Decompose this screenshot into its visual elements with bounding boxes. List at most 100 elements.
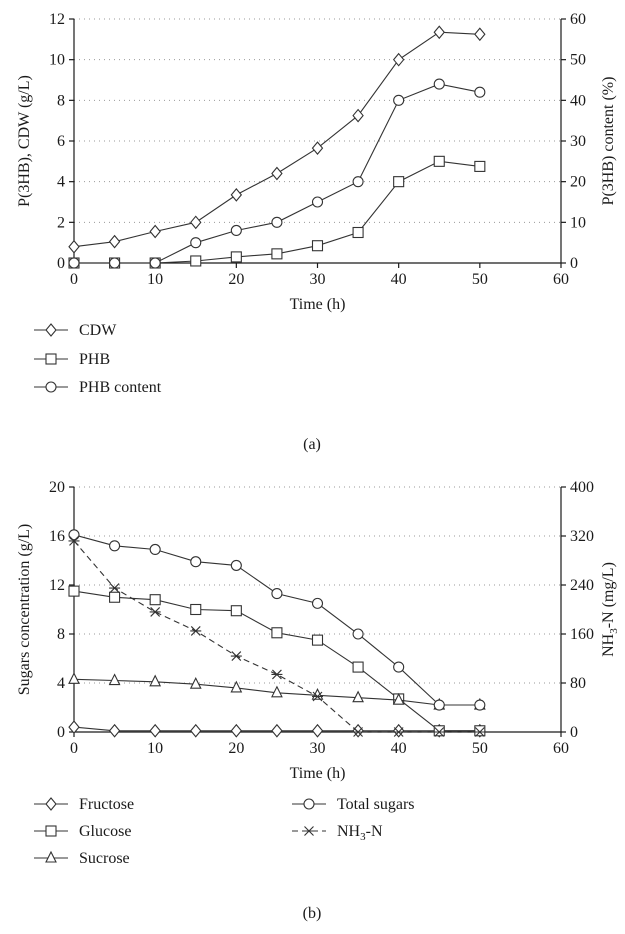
x-tick-label: 50	[472, 271, 488, 288]
data-point	[433, 155, 445, 167]
data-point	[312, 691, 323, 702]
legend-label: PHB content	[79, 379, 162, 396]
data-point	[109, 540, 121, 552]
y2-tick-label: 400	[570, 479, 594, 496]
x-tick-label: 10	[147, 740, 163, 757]
data-point	[190, 723, 202, 738]
data-point	[433, 725, 445, 737]
data-point	[230, 224, 242, 237]
legend-label: Sucrose	[79, 850, 130, 867]
x-axis-title: Time (h)	[290, 765, 346, 782]
series-line	[73, 540, 480, 733]
data-point	[474, 160, 486, 172]
data-point	[190, 603, 202, 616]
legend-label: CDW	[79, 322, 117, 339]
data-point	[271, 166, 283, 181]
legend-item	[34, 850, 68, 863]
data-point	[474, 86, 486, 98]
data-point	[190, 237, 202, 249]
legend-item	[34, 825, 68, 837]
data-point	[109, 583, 121, 593]
x-tick-label: 20	[228, 271, 244, 288]
data-point	[271, 669, 283, 680]
y-tick-label: 6	[57, 133, 65, 150]
data-point	[68, 672, 80, 684]
data-point	[311, 723, 324, 738]
legend-item	[34, 353, 68, 365]
x-tick-label: 20	[228, 740, 244, 757]
data-point	[311, 240, 324, 252]
x-tick-label: 30	[310, 740, 326, 757]
data-point	[149, 543, 161, 556]
y2-tick-label: 80	[570, 675, 586, 692]
y-tick-label: 4	[57, 174, 65, 191]
data-point	[149, 257, 161, 269]
data-point	[68, 257, 80, 269]
data-point	[433, 727, 445, 737]
data-point	[149, 224, 161, 239]
data-point	[271, 216, 283, 228]
series-2	[68, 78, 486, 269]
data-point	[230, 559, 242, 571]
data-point	[271, 248, 283, 260]
data-point	[393, 661, 405, 673]
y-tick-label: 8	[57, 92, 65, 109]
y-tick-label: 2	[57, 214, 65, 231]
data-point	[352, 628, 364, 640]
y-tick-label: 0	[57, 724, 65, 741]
y2-tick-label: 30	[570, 133, 586, 150]
legend-marker	[303, 798, 315, 810]
series-3	[68, 529, 486, 711]
legend-item	[292, 826, 326, 836]
data-point	[433, 699, 445, 711]
data-point	[190, 215, 202, 230]
data-point	[149, 594, 161, 606]
series-line	[73, 590, 480, 732]
data-point	[352, 690, 364, 703]
data-point	[230, 188, 243, 202]
data-point	[352, 176, 364, 188]
data-point	[68, 720, 80, 734]
x-tick-label: 40	[391, 740, 407, 757]
y2-axis-title: P(3HB) content (%)	[600, 77, 617, 206]
y2-tick-label: 20	[570, 174, 586, 191]
series-1	[68, 585, 486, 737]
legend-item	[34, 797, 68, 811]
data-point	[230, 723, 243, 738]
data-point	[474, 727, 486, 737]
y2-tick-label: 160	[570, 626, 594, 643]
series-0	[68, 720, 486, 738]
data-point	[311, 688, 324, 700]
y2-tick-label: 60	[570, 11, 586, 28]
data-point	[68, 529, 80, 541]
y2-tick-label: 0	[570, 255, 578, 272]
legend-label: NH3-N	[337, 823, 383, 843]
data-point	[393, 94, 405, 106]
x-tick-label: 60	[553, 271, 569, 288]
y2-tick-label: 10	[570, 214, 586, 231]
y-tick-label: 10	[49, 52, 65, 69]
data-point	[352, 226, 364, 239]
legend: Fructose Glucose Sucrose Total sugars NH3-N	[34, 796, 415, 867]
data-point	[108, 723, 121, 738]
legend-marker	[45, 381, 57, 393]
x-tick-label: 30	[310, 271, 326, 288]
x-tick-label: 0	[70, 740, 78, 757]
data-point	[189, 676, 202, 689]
y2-tick-label: 320	[570, 528, 594, 545]
legend-label: Total sugars	[337, 796, 415, 813]
y2-axis-title: NH3-N (mg/L)	[600, 562, 620, 657]
data-point	[230, 651, 242, 661]
data-point	[311, 196, 324, 208]
chart-panel-b: 0 10 20 30 40 50 60048121620080160240320400Tim…	[16, 479, 620, 922]
x-tick-label: 40	[391, 271, 407, 288]
legend-item	[34, 381, 68, 393]
x-axis-title: Time (h)	[290, 296, 346, 313]
y-axis-title: Sugars concentration (g/L)	[16, 524, 33, 696]
y2-tick-label: 0	[570, 724, 578, 741]
legend-marker	[303, 826, 315, 836]
data-point	[190, 556, 202, 568]
legend-item	[34, 323, 68, 337]
legend-item	[292, 798, 326, 810]
